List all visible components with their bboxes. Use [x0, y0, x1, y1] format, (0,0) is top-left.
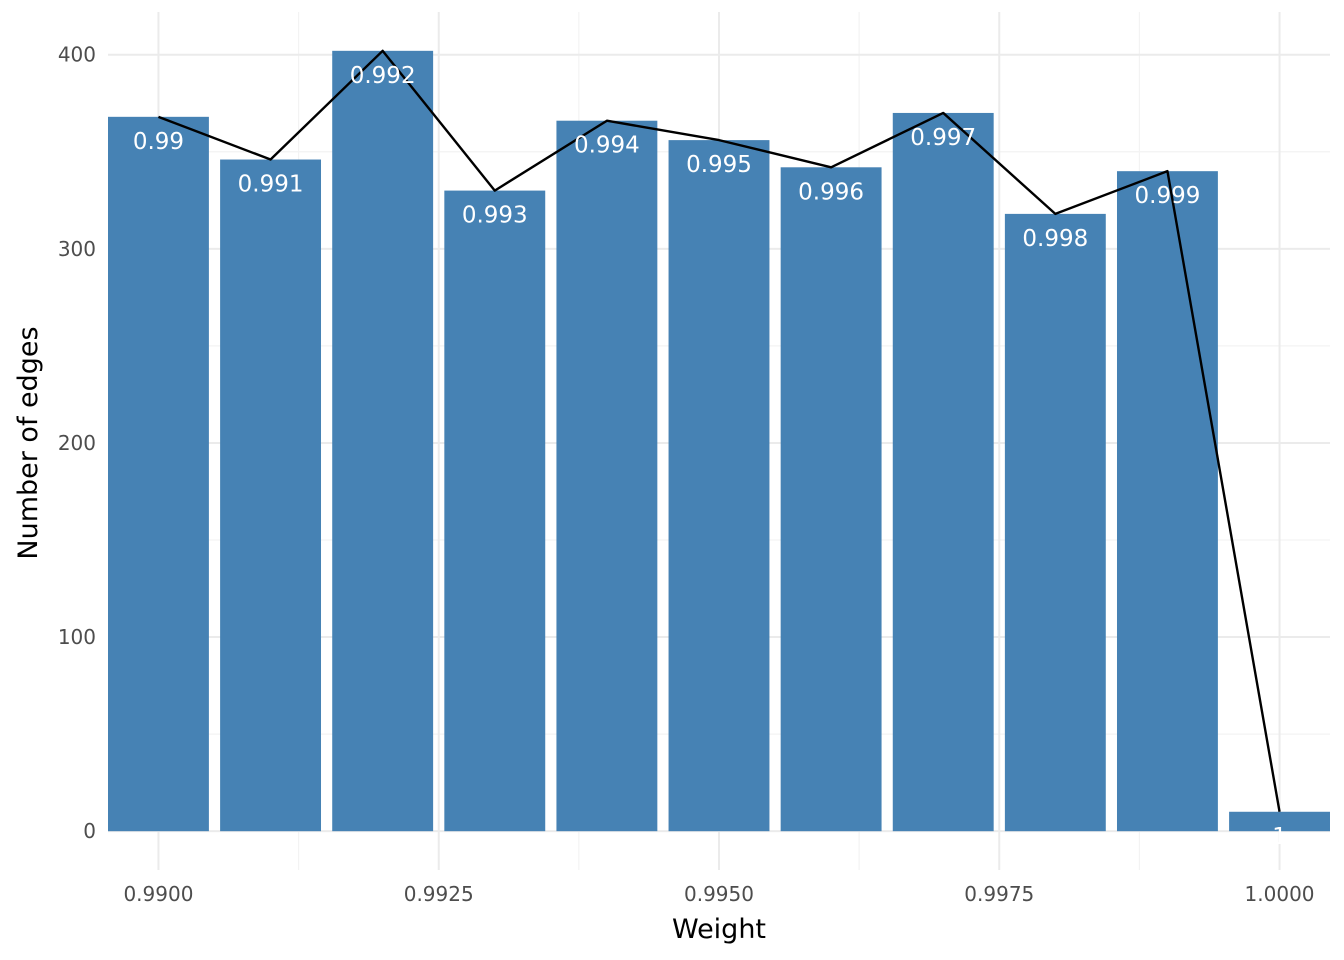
- bar-label: 1: [1272, 824, 1287, 850]
- trend-line: [158, 49, 1281, 812]
- bar-label: 0.997: [910, 125, 976, 151]
- y-tick-label: 100: [58, 625, 96, 649]
- bar-label: 0.996: [798, 179, 864, 205]
- bar: [1116, 171, 1218, 832]
- bar: [1004, 213, 1106, 832]
- x-axis-ticks: 0.9900 0.9925 0.9950 0.9975 1.0000: [123, 882, 1314, 906]
- bar-label: 0.999: [1135, 183, 1201, 209]
- y-axis-title: Number of edges: [13, 326, 44, 559]
- bar-label: 0.993: [462, 203, 528, 229]
- x-axis-title: Weight: [672, 914, 766, 945]
- bar: [892, 112, 994, 832]
- bar: [220, 159, 322, 832]
- x-tick-label: 0.9925: [404, 882, 474, 906]
- x-tick-label: 1.0000: [1245, 882, 1315, 906]
- trend-line-layer: [158, 49, 1281, 812]
- bar-labels: 0.99 0.991 0.992 0.993 0.994 0.995 0.996 0.997 0…: [133, 63, 1287, 850]
- bar: [780, 167, 882, 832]
- y-tick-label: 200: [58, 431, 96, 455]
- bar-label: 0.99: [133, 129, 184, 155]
- y-tick-label: 300: [58, 237, 96, 261]
- y-axis-ticks: 0 100 200 300 400: [58, 43, 96, 843]
- bar: [1229, 811, 1330, 832]
- bar-label: 0.998: [1022, 226, 1088, 252]
- bar-label: 0.995: [686, 152, 752, 178]
- bar: [332, 50, 434, 832]
- x-tick-label: 0.9975: [964, 882, 1034, 906]
- bar-label: 0.991: [238, 172, 304, 198]
- bar: [668, 140, 770, 832]
- bar: [556, 120, 658, 832]
- y-tick-label: 0: [83, 819, 96, 843]
- bar: [444, 190, 546, 832]
- x-tick-label: 0.9950: [684, 882, 754, 906]
- x-tick-label: 0.9900: [123, 882, 193, 906]
- bar: [108, 116, 209, 832]
- bar-label: 0.992: [350, 63, 416, 89]
- y-tick-label: 400: [58, 43, 96, 67]
- bars: [108, 50, 1330, 832]
- bar-label: 0.994: [574, 133, 640, 159]
